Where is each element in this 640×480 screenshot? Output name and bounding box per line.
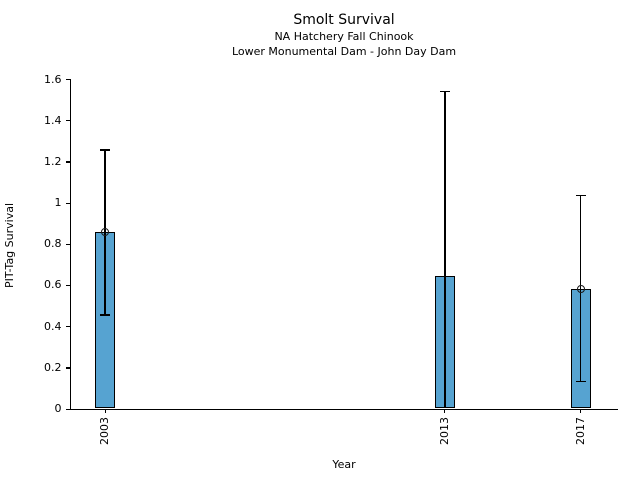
error-cap-high-2013	[439, 90, 450, 93]
error-cap-high-2017	[575, 194, 586, 197]
error-bar-2013	[444, 91, 446, 409]
y-tick-label: 0.4	[44, 319, 62, 333]
x-axis-label: Year	[332, 458, 356, 471]
x-tick-mark	[444, 408, 446, 413]
y-tick-label: 0	[54, 402, 62, 415]
y-tick-mark	[65, 326, 70, 328]
x-axis-spine	[69, 408, 618, 410]
y-tick-mark	[65, 202, 70, 204]
y-tick-mark	[65, 161, 70, 163]
y-tick-label: 0.2	[44, 360, 62, 374]
error-cap-low-2017	[575, 380, 586, 383]
y-tick-label: 0.8	[44, 237, 62, 251]
y-tick-label: 1.2	[44, 154, 62, 168]
point-marker-2017	[576, 285, 585, 294]
y-tick-mark	[65, 120, 70, 122]
x-tick-mark	[104, 408, 106, 413]
error-cap-low-2003	[100, 314, 111, 316]
y-tick-label: 0.6	[44, 278, 62, 292]
y-tick-mark	[65, 408, 70, 410]
point-marker-2003	[101, 228, 110, 237]
x-tick-label-2003: 2003	[98, 416, 112, 445]
y-tick-mark	[65, 367, 70, 369]
x-tick-label-2013: 2013	[437, 416, 451, 445]
y-tick-label: 1.4	[44, 113, 62, 127]
chart-title: Smolt Survival	[293, 12, 395, 28]
chart-subtitle-stock: NA Hatchery Fall Chinook	[274, 30, 414, 43]
error-cap-high-2003	[100, 149, 111, 151]
y-tick-mark	[65, 79, 70, 81]
chart-subtitle-reach: Lower Monumental Dam - John Day Dam	[231, 45, 457, 58]
y-tick-mark	[65, 284, 70, 287]
x-tick-mark	[580, 408, 582, 413]
y-axis-spine	[69, 79, 71, 410]
y-tick-label: 1.6	[44, 72, 62, 86]
y-tick-label: 1	[54, 196, 62, 210]
x-tick-label-2017: 2017	[573, 416, 587, 445]
y-tick-mark	[65, 243, 70, 245]
